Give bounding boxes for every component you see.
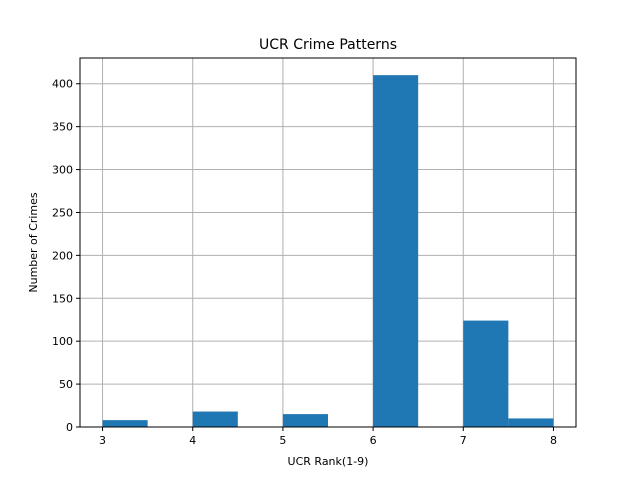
x-ticks: 3 4 5 6 7 8 [99,427,557,447]
y-ticks: 0 50 100 150 200 250 300 350 400 [52,78,80,434]
grid [80,58,576,428]
plot-frame [79,57,577,428]
x-tick-label: 3 [99,434,106,447]
histogram-bar [282,414,328,427]
histogram-bar [463,320,509,427]
y-tick-label: 300 [52,164,73,177]
y-tick-label: 150 [52,292,73,305]
x-axis-label: UCR Rank(1-9) [288,455,369,468]
y-axis-label: Number of Crimes [27,192,40,293]
y-tick-label: 350 [52,121,73,134]
histogram-bar [102,420,148,427]
x-tick-label: 5 [279,434,286,447]
y-tick-label: 250 [52,206,73,219]
y-tick-label: 100 [52,335,73,348]
x-tick-label: 8 [550,434,557,447]
y-tick-label: 200 [52,249,73,262]
histogram-bar [192,411,238,427]
x-tick-label: 6 [370,434,377,447]
x-tick-label: 4 [189,434,196,447]
histogram-bar [373,75,419,428]
histogram-bar [508,418,554,427]
bars [102,75,554,428]
y-tick-label: 400 [52,78,73,91]
y-tick-label: 50 [59,378,73,391]
y-tick-label: 0 [66,421,73,434]
x-tick-label: 7 [460,434,467,447]
chart-title: UCR Crime Patterns [259,37,397,53]
